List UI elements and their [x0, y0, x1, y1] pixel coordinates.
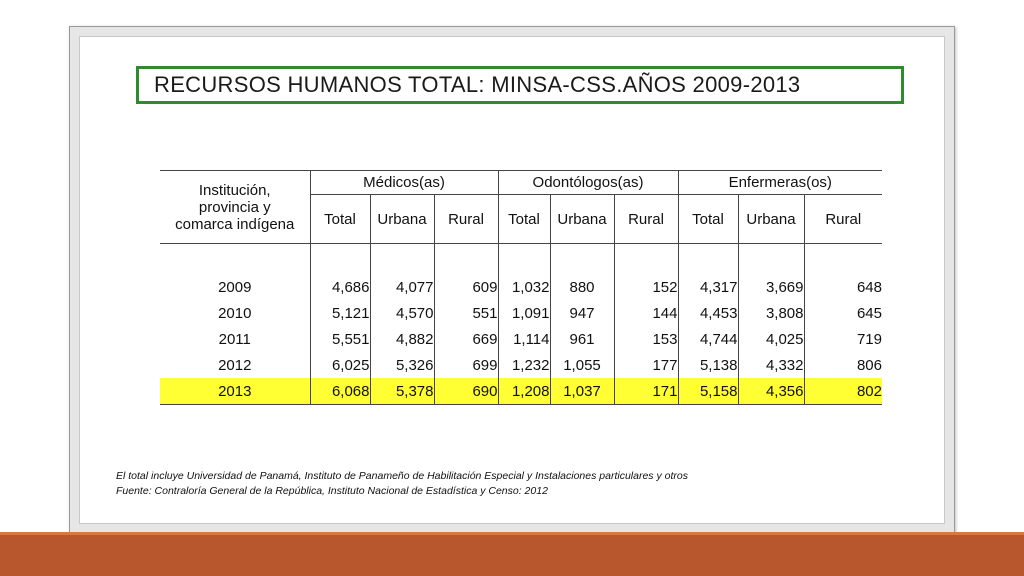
table-cell: 4,077 [369, 274, 434, 300]
year-cell: 2013 [160, 378, 310, 405]
table-row: 2012 6,025 5,326 699 1,232 1,055 177 5,1… [160, 352, 882, 378]
table-cell: 5,121 [309, 300, 370, 326]
table-cell: 3,669 [737, 274, 804, 300]
group-header-odontologos: Odontólogos(as) [497, 170, 678, 195]
group-header-enfermeras: Enfermeras(os) [677, 170, 882, 195]
table-cell: 961 [549, 326, 614, 352]
table-cell: 4,744 [677, 326, 738, 352]
subheader-rural: Rural [803, 194, 882, 244]
table-cell: 1,114 [497, 326, 550, 352]
data-table: Institución, provincia y comarca indígen… [160, 170, 882, 405]
table-cell: 609 [433, 274, 498, 300]
table-cell: 1,055 [549, 352, 614, 378]
table-cell: 4,570 [369, 300, 434, 326]
page-title: RECURSOS HUMANOS TOTAL: MINSA-CSS.AÑOS 2… [136, 66, 904, 104]
table-cell: 5,378 [369, 378, 434, 405]
table-cell: 806 [803, 352, 882, 378]
table-cell: 4,453 [677, 300, 738, 326]
subheader-total: Total [309, 194, 370, 244]
table-row: 2010 5,121 4,570 551 1,091 947 144 4,453… [160, 300, 882, 326]
table-cell: 551 [433, 300, 498, 326]
institution-header-line: comarca indígena [175, 215, 295, 233]
table-cell: 648 [803, 274, 882, 300]
year-cell: 2009 [218, 278, 252, 296]
header-row-sub: Total Urbana Rural Total Urbana Rural To… [160, 194, 882, 244]
table-cell: 4,356 [737, 378, 804, 405]
subheader-urbana: Urbana [737, 194, 804, 244]
table-cell: 645 [803, 300, 882, 326]
group-header-medicos: Médicos(as) [309, 170, 498, 195]
table-cell: 1,091 [497, 300, 550, 326]
table-cell: 1,037 [549, 378, 614, 405]
table-cell: 699 [433, 352, 498, 378]
subheader-rural: Rural [613, 194, 678, 244]
subheader-urbana: Urbana [369, 194, 434, 244]
source-line: Fuente: Contraloría General de la Repúbl… [116, 485, 548, 497]
table-cell: 1,032 [497, 274, 550, 300]
table-cell: 4,882 [369, 326, 434, 352]
table-cell: 719 [803, 326, 882, 352]
year-cell: 2011 [218, 330, 251, 348]
table-cell: 880 [549, 274, 614, 300]
table-row: 2009 4,686 4,077 609 1,032 880 152 4,317… [160, 274, 882, 300]
subheader-urbana: Urbana [549, 194, 614, 244]
table-cell: 1,208 [497, 378, 550, 405]
table-cell: 6,025 [309, 352, 370, 378]
table-cell: 4,317 [677, 274, 738, 300]
bottom-accent-bar [0, 532, 1024, 576]
institution-header-line: Institución, [198, 181, 271, 199]
table-cell: 6,068 [309, 378, 370, 405]
institution-header: Institución, provincia y comarca indígen… [160, 170, 310, 244]
slide-image-frame: RECURSOS HUMANOS TOTAL: MINSA-CSS.AÑOS 2… [69, 26, 955, 534]
table-cell: 4,332 [737, 352, 804, 378]
table-cell: 171 [613, 378, 678, 405]
table-cell: 5,551 [309, 326, 370, 352]
table-cell: 153 [613, 326, 678, 352]
table-cell: 1,232 [497, 352, 550, 378]
footnote-line: El total incluye Universidad de Panamá, … [116, 470, 688, 482]
subheader-rural: Rural [433, 194, 498, 244]
table-cell: 802 [803, 378, 882, 405]
footnotes: El total incluye Universidad de Panamá, … [116, 469, 688, 499]
subheader-total: Total [677, 194, 738, 244]
table-cell: 144 [613, 300, 678, 326]
table-cell: 177 [613, 352, 678, 378]
table-cell: 669 [433, 326, 498, 352]
table-cell: 4,686 [309, 274, 370, 300]
table-cell: 5,326 [369, 352, 434, 378]
table-cell: 947 [549, 300, 614, 326]
table-cell: 3,808 [737, 300, 804, 326]
table-row: 2011 5,551 4,882 669 1,114 961 153 4,744… [160, 326, 882, 352]
year-cell: 2012 [218, 356, 252, 374]
table-cell: 152 [613, 274, 678, 300]
year-cell: 2010 [218, 304, 252, 322]
table-cell: 5,158 [677, 378, 738, 405]
spacer-row [160, 243, 882, 274]
table-row-highlighted: 2013 6,068 5,378 690 1,208 1,037 171 5,1… [160, 378, 882, 405]
table-cell: 4,025 [737, 326, 804, 352]
subheader-total: Total [497, 194, 550, 244]
institution-header-line: provincia y [198, 198, 271, 216]
header-row-groups: Institución, provincia y comarca indígen… [160, 170, 882, 244]
table-cell: 690 [433, 378, 498, 405]
bottom-accent-line [0, 532, 1024, 535]
table-cell: 5,138 [677, 352, 738, 378]
slide-image: RECURSOS HUMANOS TOTAL: MINSA-CSS.AÑOS 2… [79, 36, 945, 524]
